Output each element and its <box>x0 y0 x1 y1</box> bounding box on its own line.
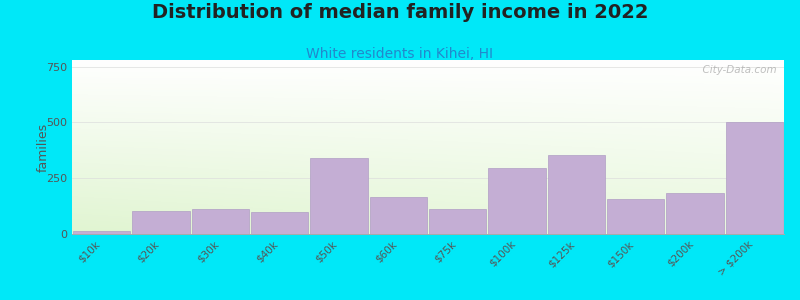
Bar <box>488 168 546 234</box>
Text: White residents in Kihei, HI: White residents in Kihei, HI <box>306 46 494 61</box>
Text: City-Data.com: City-Data.com <box>696 65 777 75</box>
Text: Distribution of median family income in 2022: Distribution of median family income in … <box>152 3 648 22</box>
Bar <box>429 209 486 234</box>
Bar <box>607 200 665 234</box>
Bar <box>370 197 427 234</box>
Bar <box>666 193 724 234</box>
Bar <box>251 212 309 234</box>
Bar <box>132 211 190 234</box>
Bar <box>726 122 783 234</box>
Bar <box>191 209 249 234</box>
Bar <box>73 231 130 234</box>
Bar <box>310 158 368 234</box>
Bar <box>547 155 605 234</box>
Y-axis label: families: families <box>37 122 50 172</box>
